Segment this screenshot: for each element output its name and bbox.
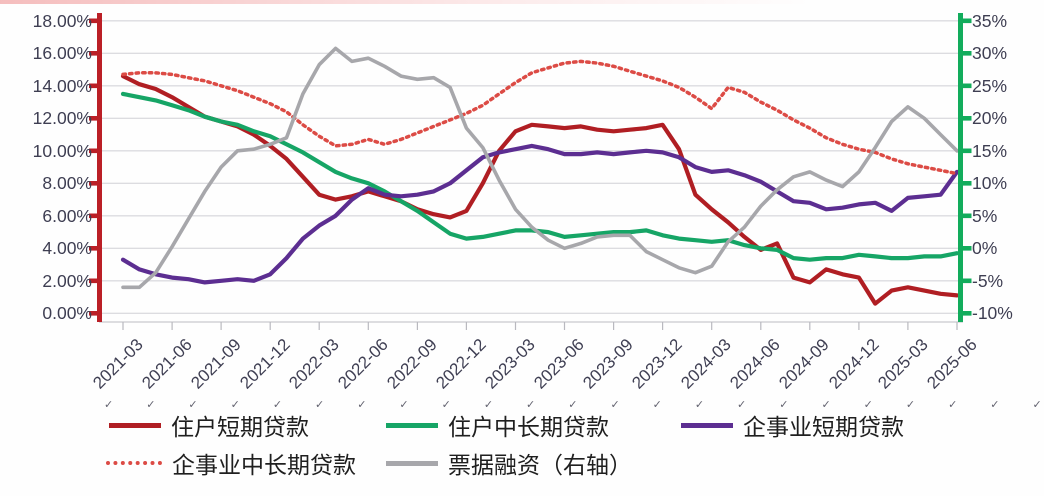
squiggle-mark: ✓ (905, 399, 916, 411)
right-axis-tick-label: -10% (972, 303, 1013, 324)
legend-item-bill-financing: 票据融资（右轴） (386, 446, 632, 480)
squiggle-mark: ✓ (863, 399, 873, 411)
squiggle-mark: ✓ (568, 399, 578, 411)
left-axis-tick-label: 2.00% (42, 270, 92, 291)
squiggle-mark: ✓ (272, 399, 283, 411)
legend-label: 票据融资（右轴） (448, 452, 632, 478)
right-axis-tick-label: 25% (972, 75, 1008, 96)
page-edge-streak (0, 0, 1044, 4)
squiggle-mark: ✓ (399, 399, 409, 411)
decorative-squiggle-row: ✓ ✓ ✓ ✓ ✓ ✓ ✓ ✓ ✓ ✓ ✓ ✓ ✓ ✓ ✓ ✓ ✓ ✓ ✓ ✓ ✓ ✓ ✓ (104, 398, 1042, 411)
legend-swatch-purple-line (681, 422, 733, 428)
left-axis-tick-label: 16.00% (32, 43, 92, 64)
legend-item-corporate-short-term: 企事业短期贷款 (681, 408, 904, 442)
legend-swatch-gray-line (386, 460, 438, 466)
left-axis-tick-label: 18.00% (32, 10, 92, 31)
squiggle-mark: ✓ (737, 399, 747, 411)
legend-label: 住户中长期贷款 (448, 414, 609, 440)
squiggle-mark: ✓ (104, 399, 114, 411)
squiggle-mark: ✓ (188, 399, 198, 411)
legend-swatch-red-dotted-line (106, 461, 162, 465)
squiggle-mark: ✓ (990, 399, 1000, 411)
right-axis-tick-label: 15% (972, 140, 1008, 161)
left-axis-tick-label: 12.00% (32, 108, 92, 129)
squiggle-mark: ✓ (230, 399, 240, 411)
legend-label: 企事业短期贷款 (743, 414, 904, 440)
left-axis-tick-label: 10.00% (32, 140, 92, 161)
right-axis-tick-label: -5% (972, 270, 1004, 291)
squiggle-mark: ✓ (483, 399, 494, 411)
squiggle-mark: ✓ (694, 399, 705, 411)
squiggle-mark: ✓ (357, 399, 367, 411)
left-axis-tick-label: 8.00% (42, 173, 92, 194)
legend-item-corporate-medium-long-term: 企事业中长期贷款 (106, 446, 356, 480)
squiggle-mark: ✓ (779, 399, 789, 411)
squiggle-mark: ✓ (1032, 399, 1042, 411)
left-axis-tick-label: 0.00% (42, 303, 92, 324)
squiggle-mark: ✓ (610, 399, 620, 411)
left-axis-tick-label: 14.00% (32, 75, 92, 96)
left-axis-tick-label: 4.00% (42, 238, 92, 259)
squiggle-mark: ✓ (315, 399, 325, 411)
squiggle-mark: ✓ (821, 399, 831, 411)
legend-item-resident-short-term: 住户短期贷款 (109, 408, 309, 442)
left-axis-tick-label: 6.00% (42, 205, 92, 226)
right-axis-tick-label: 10% (972, 173, 1008, 194)
right-axis-tick-label: 5% (972, 205, 998, 226)
right-axis-tick-label: 0% (972, 238, 998, 259)
legend-item-resident-medium-long-term: 住户中长期贷款 (386, 408, 609, 442)
right-axis-tick-label: 35% (972, 10, 1008, 31)
squiggle-mark: ✓ (146, 399, 156, 411)
squiggle-mark: ✓ (948, 399, 958, 411)
right-axis-tick-label: 20% (972, 108, 1008, 129)
squiggle-mark: ✓ (652, 399, 662, 411)
squiggle-mark: ✓ (526, 399, 536, 411)
legend-swatch-red-line (109, 422, 161, 428)
legend-label: 企事业中长期贷款 (172, 452, 356, 478)
legend-label: 住户短期贷款 (171, 414, 309, 440)
squiggle-mark: ✓ (441, 399, 451, 411)
right-axis-tick-label: 30% (972, 43, 1008, 64)
legend-swatch-green-line (386, 422, 438, 428)
